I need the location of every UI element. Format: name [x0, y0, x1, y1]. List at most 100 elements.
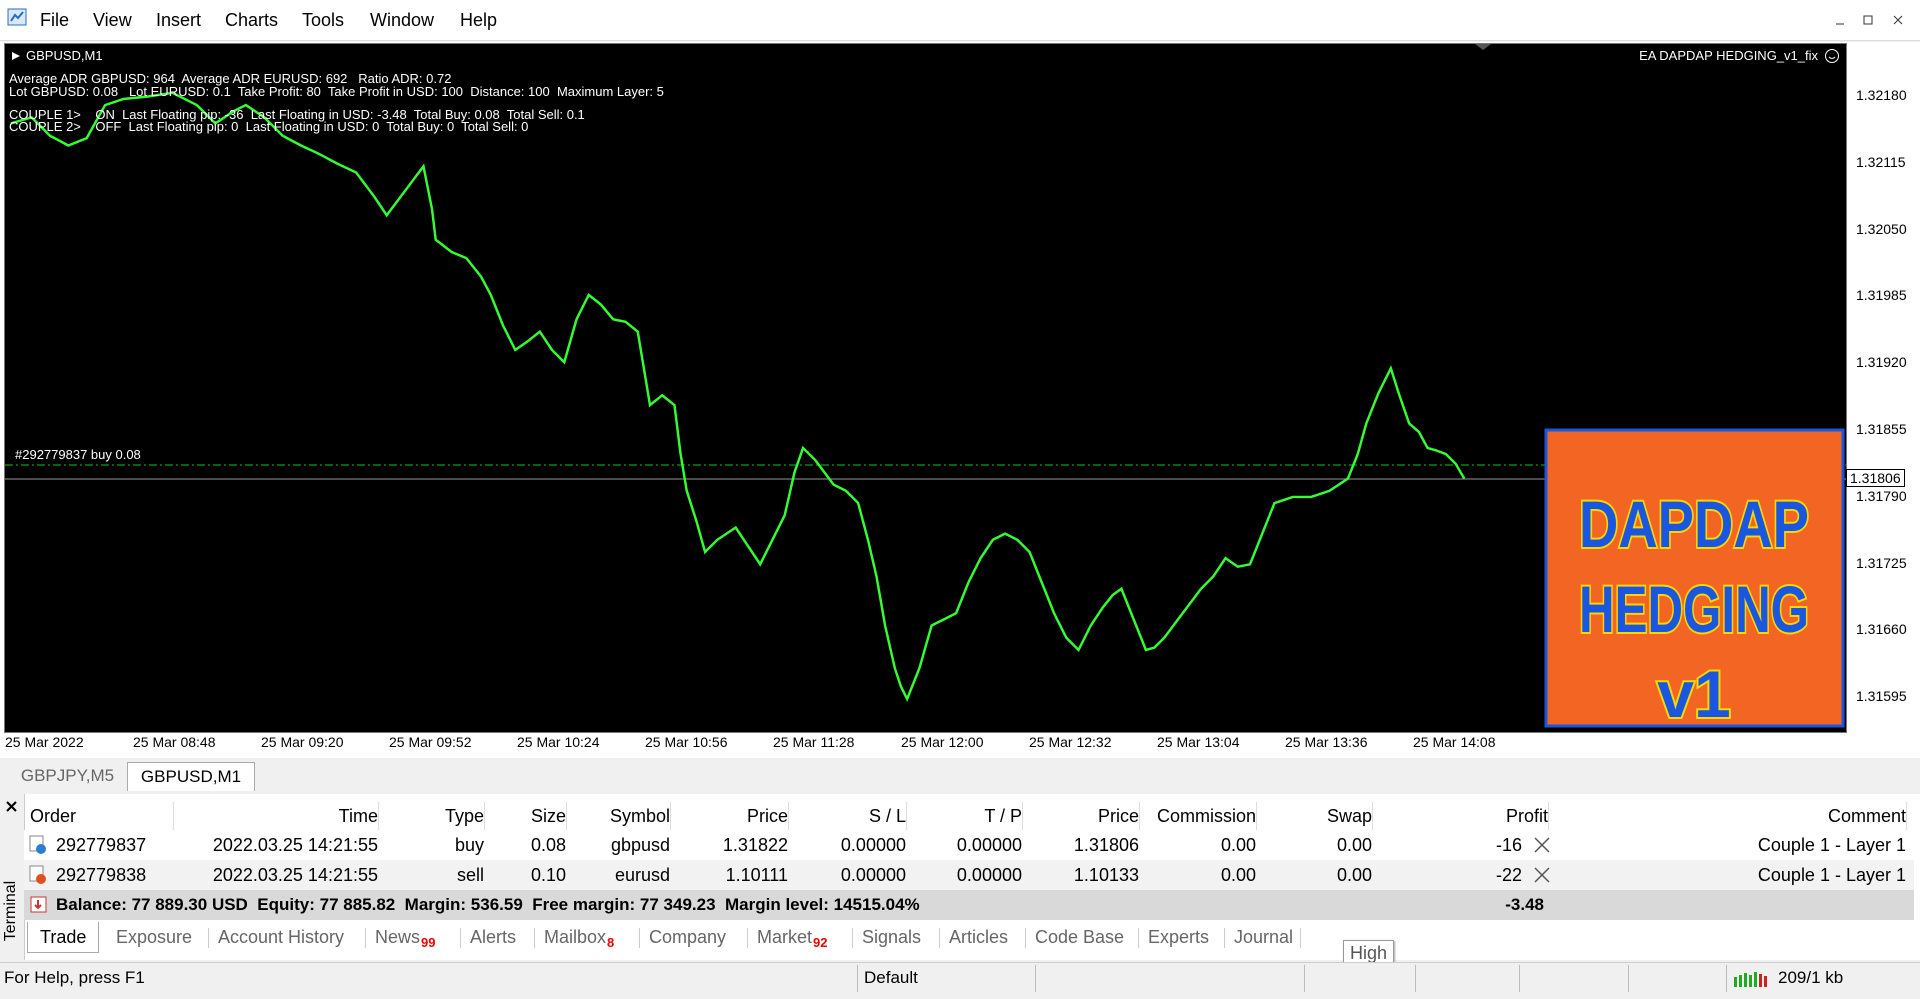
price-series: [10, 91, 1466, 702]
order-cell: Couple 1 - Layer 1: [1757, 865, 1906, 885]
tab-label: Alerts: [470, 927, 517, 947]
time-label: 25 Mar 2022: [5, 734, 84, 750]
status-separator: [1035, 965, 1036, 992]
price-label: 1.32050: [1856, 220, 1907, 237]
menu-item[interactable]: Tools: [302, 10, 345, 30]
order-cell: 0.00: [1336, 865, 1372, 885]
status-text: 209/1 kb: [1778, 968, 1844, 987]
menu-item[interactable]: Window: [370, 10, 435, 30]
tab-badge: 8: [607, 935, 615, 950]
price-label: 1.31725: [1856, 554, 1907, 571]
menu-bar: File View Insert Charts Tools Window Help: [0, 0, 1920, 41]
tab-label: Mailbox: [544, 927, 607, 947]
price-label: 1.32115: [1856, 153, 1906, 170]
window-controls[interactable]: [1830, 10, 1920, 34]
price-label: 1.31985: [1856, 287, 1907, 304]
terminal-tab[interactable]: Market92: [757, 922, 827, 952]
chart-tab[interactable]: GBPUSD,M1: [127, 762, 255, 791]
terminal-tab[interactable]: Exposure: [116, 922, 192, 952]
price-label: 1.31660: [1856, 621, 1907, 638]
column-header[interactable]: Type: [386, 802, 485, 830]
price-label: 1.32180: [1856, 87, 1907, 103]
order-cell: 0.00: [1336, 835, 1372, 855]
app-icon: [7, 8, 27, 26]
order-cell: 292779838: [56, 865, 147, 885]
tab-badge: 99: [421, 935, 436, 950]
terminal-tabs: Trade Exposure Account History News99 Alerts…: [24, 922, 1920, 954]
column-header[interactable]: Swap: [1264, 802, 1373, 830]
tab-separator: [1300, 928, 1301, 948]
column-header[interactable]: Price: [678, 802, 789, 830]
order-cell: 0.00000: [840, 835, 906, 855]
tab-label: Account History: [218, 927, 345, 947]
column-header[interactable]: Price: [1030, 802, 1140, 830]
price-label: 1.31595: [1856, 688, 1907, 705]
menu-item[interactable]: View: [93, 10, 132, 30]
terminal-tab[interactable]: Account History: [218, 922, 344, 952]
chart-tab[interactable]: GBPJPY,M5: [20, 766, 115, 785]
time-label: 25 Mar 08:48: [133, 734, 216, 750]
time-label: 25 Mar 09:20: [261, 734, 344, 750]
order-cell: eurusd: [614, 865, 670, 885]
logo-text: DAPDAP: [1579, 487, 1809, 561]
menu-item[interactable]: File: [40, 10, 70, 30]
menu-item[interactable]: Insert: [156, 10, 202, 30]
order-cell: buy: [454, 835, 484, 855]
close-order-button[interactable]: [1532, 835, 1552, 855]
tab-separator: [460, 928, 461, 948]
tab-label: Signals: [862, 927, 922, 947]
terminal-tab[interactable]: Articles: [949, 922, 1008, 952]
column-header[interactable]: T / P: [914, 802, 1023, 830]
column-header[interactable]: Order: [24, 802, 174, 830]
status-separator: [1415, 965, 1416, 992]
column-header[interactable]: S / L: [796, 802, 907, 830]
close-button[interactable]: [5, 800, 19, 814]
order-cell: 0.00: [1220, 835, 1256, 855]
logo-text: HEDGING: [1579, 572, 1809, 646]
tab-label: Exposure: [116, 927, 193, 947]
menu-item[interactable]: Charts: [225, 10, 279, 30]
column-header[interactable]: Commission: [1147, 802, 1257, 830]
terminal-tab[interactable]: Mailbox8: [544, 922, 614, 952]
ea-info-line: Average ADR GBPUSD: 964 Average ADR EURU…: [9, 71, 452, 86]
column-header[interactable]: Comment: [1556, 802, 1907, 830]
order-row[interactable]: 292779837 2022.03.25 14:21:55 buy 0.08 gbpus…: [24, 830, 1914, 861]
tab-separator: [534, 928, 535, 948]
terminal-tab[interactable]: News99: [375, 922, 435, 952]
column-header[interactable]: Time: [175, 802, 379, 830]
tab-label: Journal: [1234, 927, 1294, 947]
terminal-tab[interactable]: Signals: [862, 922, 921, 952]
order-cell: Couple 1 - Layer 1: [1757, 835, 1906, 855]
tab-separator: [1224, 928, 1225, 948]
tab-label: Trade: [40, 927, 87, 947]
column-header[interactable]: Profit: [1380, 802, 1549, 830]
column-header[interactable]: Symbol: [574, 802, 671, 830]
order-row[interactable]: 292779838 2022.03.25 14:21:55 sell 0.10 euru…: [24, 860, 1914, 891]
ea-info-line: COUPLE 1> ON Last Floating pip: -36 Last…: [9, 107, 585, 122]
terminal-tab[interactable]: Experts: [1148, 922, 1209, 952]
terminal-panel: Terminal Order Time Type Size Symbol Price S / …: [0, 794, 1920, 967]
close-order-button[interactable]: [1532, 865, 1552, 885]
status-separator: [1304, 965, 1305, 992]
order-cell: 292779837: [56, 835, 147, 855]
tab-separator: [1138, 928, 1139, 948]
time-label: 25 Mar 10:56: [645, 734, 728, 750]
tab-separator: [208, 928, 209, 948]
connection-icon: [1734, 972, 1767, 987]
order-cell: -16: [1495, 835, 1522, 855]
terminal-tab[interactable]: Journal: [1234, 922, 1293, 952]
chart-canvas: DAPDAP HEDGING v1 GBPUSD,M1 EA DAPDAP HEDGI…: [4, 43, 1847, 733]
status-separator: [1519, 965, 1520, 992]
menu-item[interactable]: Help: [460, 10, 498, 30]
order-cell: 2022.03.25 14:21:55: [212, 835, 378, 855]
column-header[interactable]: Size: [492, 802, 567, 830]
ea-smiley: [1825, 49, 1839, 63]
time-label: 25 Mar 13:36: [1285, 734, 1368, 750]
order-icon: [29, 865, 46, 884]
terminal-tab[interactable]: Trade: [27, 922, 100, 953]
symbol-icon: [12, 52, 20, 60]
terminal-tab[interactable]: Code Base: [1035, 922, 1124, 952]
terminal-tab[interactable]: Company: [649, 922, 726, 952]
terminal-tab[interactable]: Alerts: [470, 922, 516, 952]
